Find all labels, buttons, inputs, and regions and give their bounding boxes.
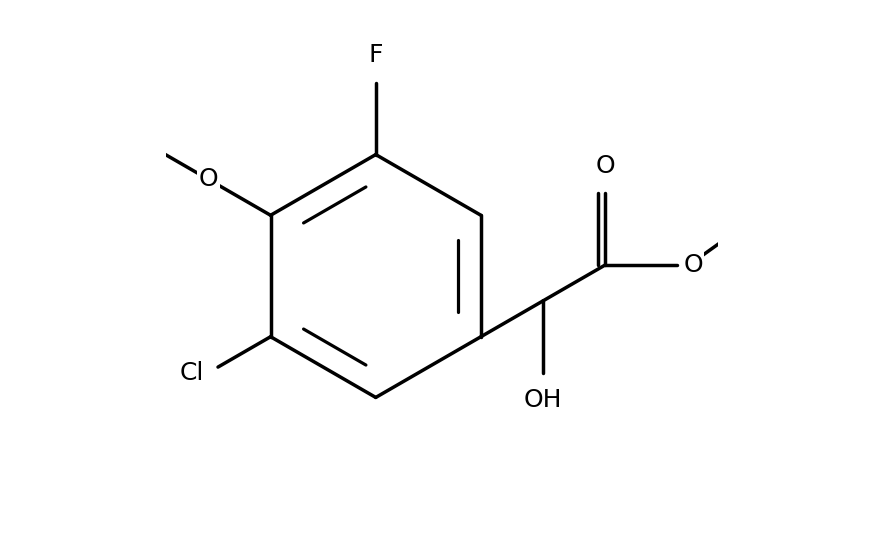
Text: Cl: Cl bbox=[179, 360, 204, 385]
Text: O: O bbox=[596, 154, 615, 178]
Text: O: O bbox=[199, 167, 218, 192]
Text: O: O bbox=[683, 253, 704, 277]
Text: OH: OH bbox=[524, 388, 562, 412]
Text: F: F bbox=[369, 44, 383, 67]
